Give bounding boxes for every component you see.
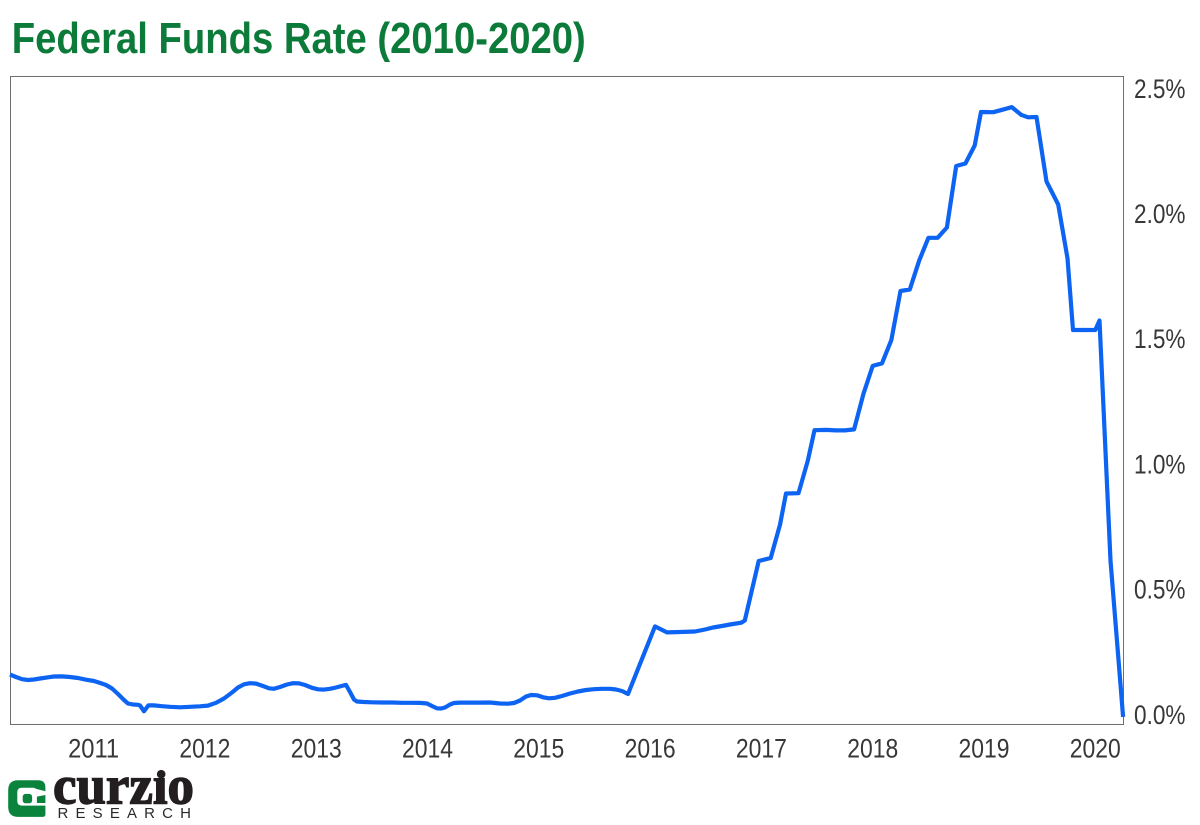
svg-text:0.0%: 0.0% [1134,700,1186,730]
svg-text:2018: 2018 [847,734,898,764]
svg-text:0.5%: 0.5% [1134,575,1186,605]
svg-text:2020: 2020 [1070,734,1121,764]
svg-text:2014: 2014 [402,734,453,764]
svg-text:2.5%: 2.5% [1134,74,1186,104]
svg-text:2019: 2019 [959,734,1010,764]
svg-text:1.0%: 1.0% [1134,449,1186,479]
svg-text:2012: 2012 [179,734,230,764]
svg-text:2016: 2016 [625,734,676,764]
svg-text:1.5%: 1.5% [1134,324,1186,354]
svg-text:curzıo: curzıo [53,756,194,816]
svg-text:2013: 2013 [291,734,342,764]
svg-text:2.0%: 2.0% [1134,199,1186,229]
svg-text:2017: 2017 [736,734,787,764]
svg-text:Federal Funds Rate (2010-2020): Federal Funds Rate (2010-2020) [12,15,586,63]
svg-text:2015: 2015 [513,734,564,764]
svg-text:2011: 2011 [68,734,119,764]
